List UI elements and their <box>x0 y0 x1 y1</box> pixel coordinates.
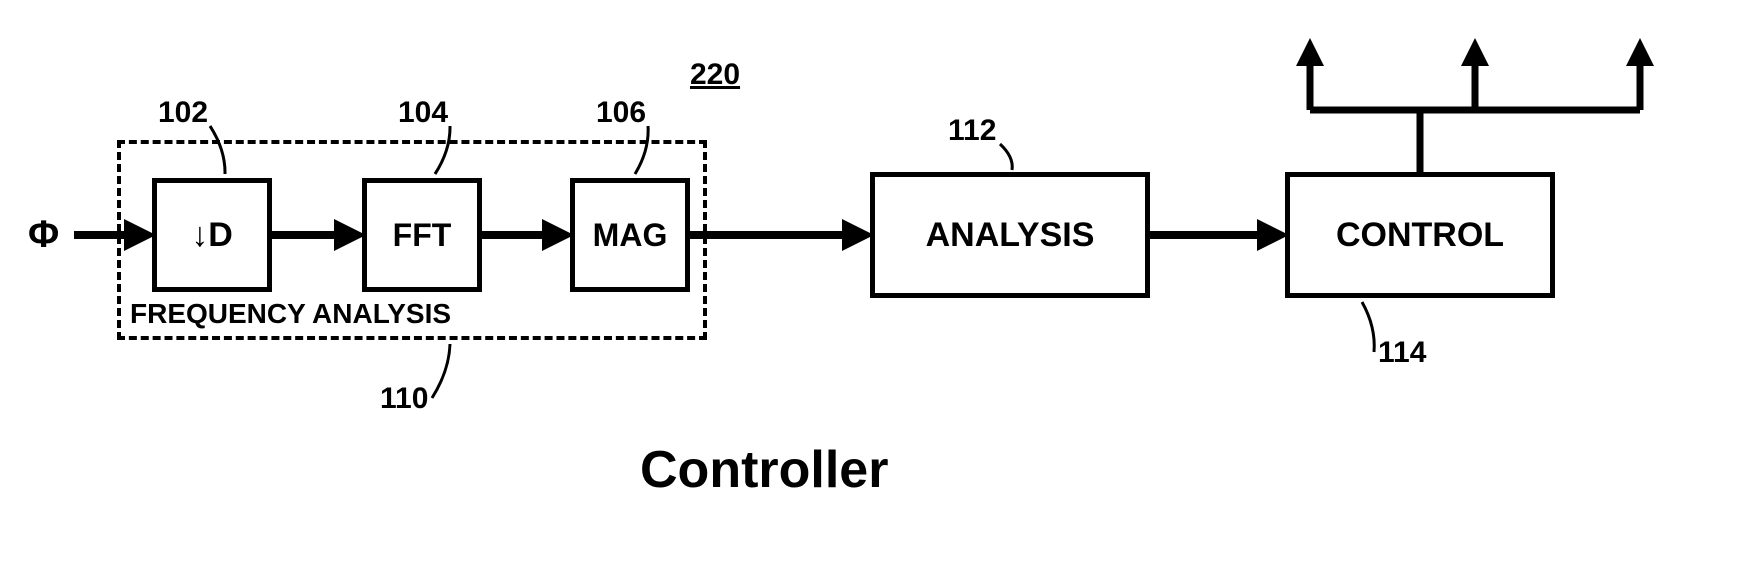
block-control: CONTROL <box>1285 172 1555 298</box>
diagram-title: Controller <box>640 440 888 500</box>
ref-label-114: 114 <box>1378 336 1426 370</box>
ref-label-102: 102 <box>158 96 208 130</box>
ref-label-110: 110 <box>380 382 428 416</box>
ref-label-106: 106 <box>596 96 646 130</box>
ref-label-104: 104 <box>398 96 448 130</box>
block-mag: MAG <box>570 178 690 292</box>
ref-label-112: 112 <box>948 114 996 148</box>
input-phi: Φ <box>28 214 59 257</box>
block-fft: FFT <box>362 178 482 292</box>
ref-label-220: 220 <box>690 58 740 92</box>
block-analysis: ANALYSIS <box>870 172 1150 298</box>
block-down: ↓D <box>152 178 272 292</box>
frequency-analysis-label: FREQUENCY ANALYSIS <box>130 298 451 330</box>
diagram-canvas: FREQUENCY ANALYSIS ↓D FFT MAG ANALYSIS CONTRO… <box>0 0 1750 576</box>
